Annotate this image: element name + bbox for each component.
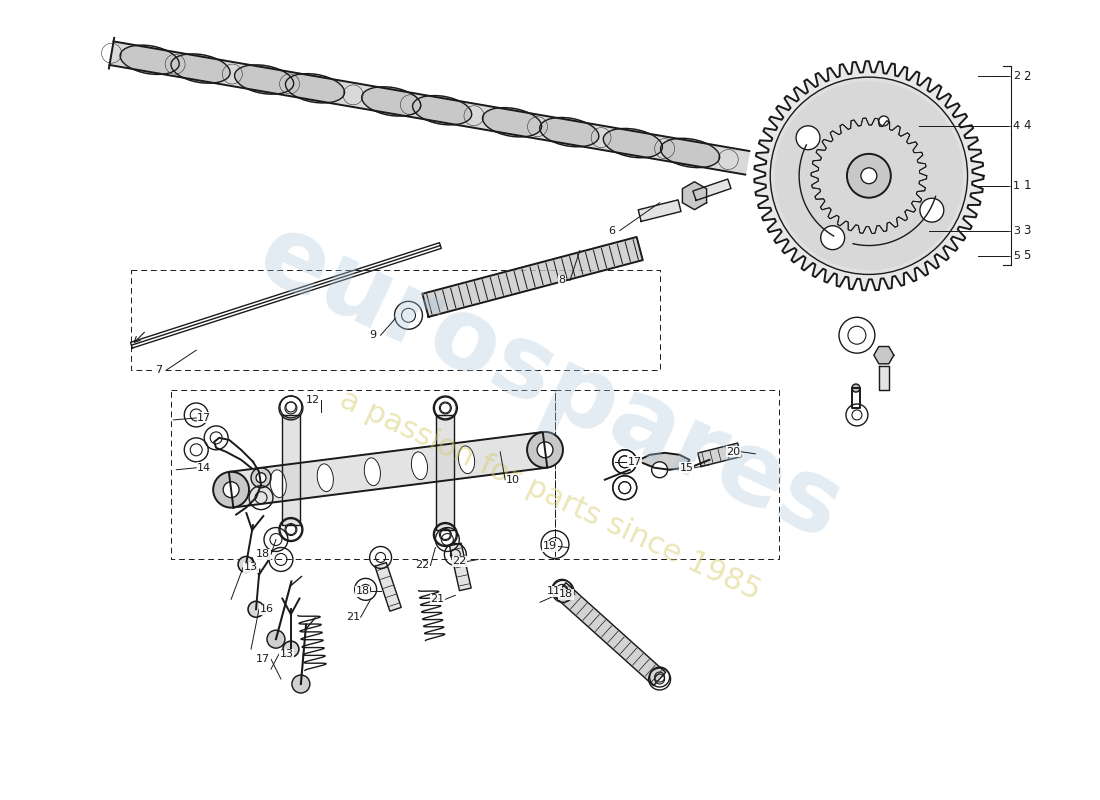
Circle shape bbox=[267, 630, 285, 648]
Ellipse shape bbox=[540, 118, 598, 146]
Polygon shape bbox=[437, 415, 454, 530]
Circle shape bbox=[251, 468, 271, 488]
Text: 10: 10 bbox=[506, 474, 520, 485]
Polygon shape bbox=[110, 42, 749, 174]
Ellipse shape bbox=[459, 446, 474, 474]
Polygon shape bbox=[229, 432, 548, 507]
Text: 5: 5 bbox=[1013, 250, 1020, 261]
Text: 20: 20 bbox=[726, 447, 740, 457]
Text: 15: 15 bbox=[680, 462, 693, 473]
Circle shape bbox=[256, 473, 266, 482]
Text: 18: 18 bbox=[256, 550, 271, 559]
Text: 14: 14 bbox=[197, 462, 211, 473]
Polygon shape bbox=[638, 200, 681, 222]
Ellipse shape bbox=[603, 129, 662, 158]
Circle shape bbox=[537, 442, 553, 458]
Ellipse shape bbox=[234, 65, 294, 94]
Circle shape bbox=[292, 675, 310, 693]
Ellipse shape bbox=[362, 86, 421, 116]
Circle shape bbox=[527, 432, 563, 468]
Ellipse shape bbox=[271, 470, 286, 498]
Text: 5: 5 bbox=[1023, 249, 1031, 262]
Polygon shape bbox=[879, 366, 889, 390]
Text: 3: 3 bbox=[1013, 226, 1020, 235]
Text: 2: 2 bbox=[1013, 71, 1020, 81]
Circle shape bbox=[776, 82, 962, 270]
Text: 12: 12 bbox=[306, 395, 320, 405]
Circle shape bbox=[796, 126, 820, 150]
Ellipse shape bbox=[170, 54, 230, 83]
Polygon shape bbox=[554, 582, 666, 686]
Text: 16: 16 bbox=[260, 604, 274, 614]
Text: 4: 4 bbox=[1013, 121, 1020, 131]
Circle shape bbox=[249, 602, 264, 618]
Text: a passion for parts since 1985: a passion for parts since 1985 bbox=[334, 385, 766, 606]
Circle shape bbox=[238, 557, 254, 572]
Text: 18: 18 bbox=[355, 586, 370, 596]
Text: 17: 17 bbox=[197, 413, 211, 423]
Polygon shape bbox=[873, 346, 894, 364]
Text: 21: 21 bbox=[430, 594, 444, 604]
Text: 22: 22 bbox=[452, 557, 466, 566]
Circle shape bbox=[770, 77, 968, 274]
Polygon shape bbox=[450, 543, 471, 590]
Ellipse shape bbox=[411, 452, 428, 480]
Text: 11: 11 bbox=[547, 586, 561, 596]
Text: 18: 18 bbox=[559, 590, 573, 599]
Circle shape bbox=[847, 154, 891, 198]
Polygon shape bbox=[640, 453, 690, 470]
Ellipse shape bbox=[285, 74, 344, 103]
Polygon shape bbox=[422, 237, 642, 317]
Circle shape bbox=[879, 116, 889, 126]
Ellipse shape bbox=[317, 464, 333, 492]
Circle shape bbox=[861, 168, 877, 184]
Circle shape bbox=[283, 641, 299, 657]
Polygon shape bbox=[682, 182, 706, 210]
Text: 1: 1 bbox=[1013, 181, 1020, 190]
Text: 6: 6 bbox=[608, 226, 615, 235]
Polygon shape bbox=[693, 179, 732, 201]
Ellipse shape bbox=[412, 95, 472, 125]
Polygon shape bbox=[282, 415, 300, 525]
Polygon shape bbox=[697, 443, 741, 466]
Text: 17: 17 bbox=[256, 654, 271, 664]
Text: 13: 13 bbox=[244, 562, 258, 573]
Text: 4: 4 bbox=[1023, 119, 1031, 133]
Polygon shape bbox=[375, 562, 402, 611]
Text: 13: 13 bbox=[279, 649, 294, 659]
Text: 2: 2 bbox=[1023, 70, 1031, 82]
Circle shape bbox=[821, 226, 845, 250]
Circle shape bbox=[851, 384, 860, 392]
Ellipse shape bbox=[483, 108, 541, 137]
Text: 19: 19 bbox=[543, 542, 557, 551]
Text: 3: 3 bbox=[1023, 224, 1031, 237]
Ellipse shape bbox=[120, 45, 179, 74]
Text: eurospares: eurospares bbox=[243, 206, 857, 562]
Circle shape bbox=[223, 482, 239, 498]
Circle shape bbox=[213, 472, 249, 508]
Text: 9: 9 bbox=[370, 330, 376, 340]
Polygon shape bbox=[755, 61, 983, 290]
Text: 17: 17 bbox=[628, 457, 641, 466]
Ellipse shape bbox=[364, 458, 381, 486]
Text: 1: 1 bbox=[1023, 179, 1031, 192]
Ellipse shape bbox=[660, 138, 719, 168]
Text: 7: 7 bbox=[155, 365, 162, 375]
Text: 22: 22 bbox=[416, 561, 430, 570]
Circle shape bbox=[920, 198, 944, 222]
Text: 8: 8 bbox=[559, 275, 565, 286]
Text: 21: 21 bbox=[345, 612, 360, 622]
Circle shape bbox=[651, 462, 668, 478]
